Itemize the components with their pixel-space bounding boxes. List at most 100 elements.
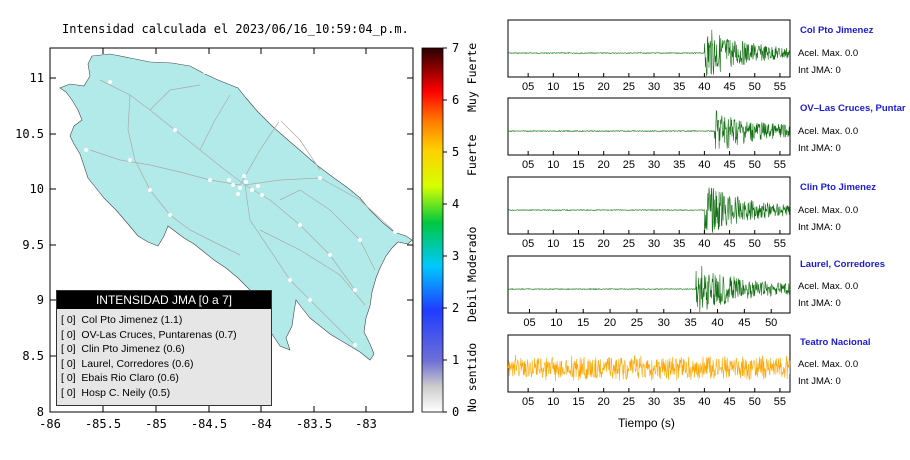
lon-tick-label: -83.5 [296, 417, 332, 431]
time-tick-label: 05 [522, 81, 534, 93]
label-muy-fuerte: Muy Fuerte [465, 43, 479, 112]
time-tick-label: 10 [550, 317, 562, 329]
label-moderado: Moderado [465, 227, 479, 282]
colorbar-tick-label: 3 [452, 249, 459, 263]
time-tick-label: 40 [698, 159, 710, 171]
time-tick-label: 05 [522, 238, 534, 250]
time-tick-label: 25 [631, 317, 643, 329]
time-tick-label: 30 [648, 396, 660, 408]
waveform-frame [507, 19, 791, 78]
legend-row: [ 0] Laurel, Corredores (0.6) [61, 357, 194, 370]
time-tick-label: 35 [673, 159, 685, 171]
lat-tick-label: 8 [37, 405, 44, 419]
time-tick-label: 10 [547, 238, 559, 250]
time-tick-label: 45 [738, 317, 750, 329]
costa-rica-land [59, 53, 413, 361]
waveform-trace [508, 29, 791, 77]
time-tick-label: 15 [577, 317, 589, 329]
time-tick-label: 15 [572, 396, 584, 408]
time-tick-label: 40 [698, 81, 710, 93]
colorbar-tick-label: 7 [452, 41, 459, 55]
time-tick-label: 55 [774, 396, 786, 408]
waveform-trace [508, 110, 791, 149]
lon-tick-label: -85 [145, 417, 167, 431]
time-tick-label: 05 [522, 159, 534, 171]
time-tick-label: 15 [572, 159, 584, 171]
time-tick-label: 25 [623, 81, 635, 93]
waveform-panel: 05 10 15 20 25 30 35 40 45 50 55 [507, 176, 791, 250]
time-tick-label: 20 [598, 238, 610, 250]
time-tick-label: 10 [547, 396, 559, 408]
map-title: Intensidad calculada el 2023/06/16_10:59… [62, 22, 409, 36]
colorbar-tick-label: 0 [452, 405, 459, 419]
legend-title: INTENSIDAD JMA [0 a 7] [57, 291, 271, 309]
time-tick-label: 45 [723, 396, 735, 408]
time-tick-label: 50 [749, 396, 761, 408]
station-acel: Acel. Max. 0.0 [798, 359, 859, 370]
time-tick-label: 05 [523, 317, 535, 329]
time-tick-label: 20 [598, 159, 610, 171]
time-tick-label: 20 [598, 81, 610, 93]
waveform-panel: 05 10 15 20 25 30 35 40 45 50 55 [507, 97, 791, 171]
legend-row: [ 0] Ebais Rio Claro (0.6) [61, 372, 179, 385]
latitude-axis: 11 10.5 10 9.5 9 8.5 8 [15, 71, 413, 419]
lon-tick-label: -86 [39, 417, 61, 431]
longitude-axis: -86 -85.5 -85 -84.5 -84 -83.5 -83 [39, 48, 377, 431]
time-axis-label: Tiempo (s) [618, 416, 675, 430]
time-tick-label: 20 [604, 317, 616, 329]
lat-tick-label: 9 [37, 293, 44, 307]
station-jma: Int JMA: 0 [798, 65, 841, 76]
waveform-frame [507, 334, 791, 393]
colorbar-tick-label: 6 [452, 93, 459, 107]
station-name: Teatro Nacional [800, 337, 871, 348]
time-tick-label: 50 [749, 81, 761, 93]
colorbar-tick-label: 4 [452, 197, 459, 211]
intensity-legend: INTENSIDAD JMA [0 a 7] [ 0] Col Pto Jime… [56, 290, 272, 406]
time-tick-label: 55 [774, 159, 786, 171]
time-tick-label: 40 [698, 396, 710, 408]
waveform-panel: 05 10 15 20 25 30 35 40 45 50 [507, 255, 791, 329]
time-tick-label: 10 [547, 81, 559, 93]
time-tick-label: 10 [547, 159, 559, 171]
station-jma: Int JMA: 0 [798, 143, 841, 154]
colorbar-ticks: 0 1 2 3 4 5 6 7 [443, 41, 459, 419]
legend-row: [ 0] Clin Pto Jimenez (0.6) [61, 343, 185, 356]
station-name: Laurel, Corredores [800, 259, 885, 270]
lat-tick-label: 9.5 [22, 238, 44, 252]
waveform-panel: 05 10 15 20 25 30 35 40 45 50 55 [507, 19, 791, 93]
time-tick-label: 30 [658, 317, 670, 329]
time-tick-label: 35 [673, 81, 685, 93]
station-acel: Acel. Max. 0.0 [798, 281, 859, 292]
label-no-sentido: No sentido [465, 343, 479, 412]
time-tick-label: 30 [648, 81, 660, 93]
lat-tick-label: 10 [30, 182, 44, 196]
lon-tick-label: -85.5 [85, 417, 121, 431]
label-fuerte: Fuerte [465, 134, 479, 176]
station-acel: Acel. Max. 0.0 [798, 48, 859, 59]
legend-row: [ 0] Hosp C. Neily (0.5) [61, 386, 171, 399]
legend-row: [ 0] Col Pto Jimenez (1.1) [61, 314, 183, 326]
station-acel: Acel. Max. 0.0 [798, 126, 859, 137]
station-name: Clin Pto Jimenez [800, 182, 877, 193]
time-tick-label: 45 [723, 238, 735, 250]
time-tick-label: 15 [572, 81, 584, 93]
waveform-panel: 05 10 15 20 25 30 35 40 45 50 55 [507, 334, 791, 408]
colorbar-tick-label: 2 [452, 301, 459, 315]
colorbar-tick-label: 5 [452, 145, 459, 159]
time-tick-label: 05 [522, 396, 534, 408]
station-jma: Int JMA: 0 [798, 376, 841, 387]
station-points [84, 70, 397, 347]
lat-tick-label: 11 [30, 71, 44, 85]
colorbar-gradient [421, 47, 444, 413]
waveform-trace [508, 265, 791, 313]
station-name: Col Pto Jimenez [800, 25, 874, 36]
waveform-frame [507, 97, 791, 156]
station-acel: Acel. Max. 0.0 [798, 205, 859, 216]
station-jma: Int JMA: 0 [798, 298, 841, 309]
time-tick-label: 50 [749, 238, 761, 250]
time-tick-label: 15 [572, 238, 584, 250]
time-tick-label: 45 [723, 159, 735, 171]
time-tick-label: 35 [673, 238, 685, 250]
